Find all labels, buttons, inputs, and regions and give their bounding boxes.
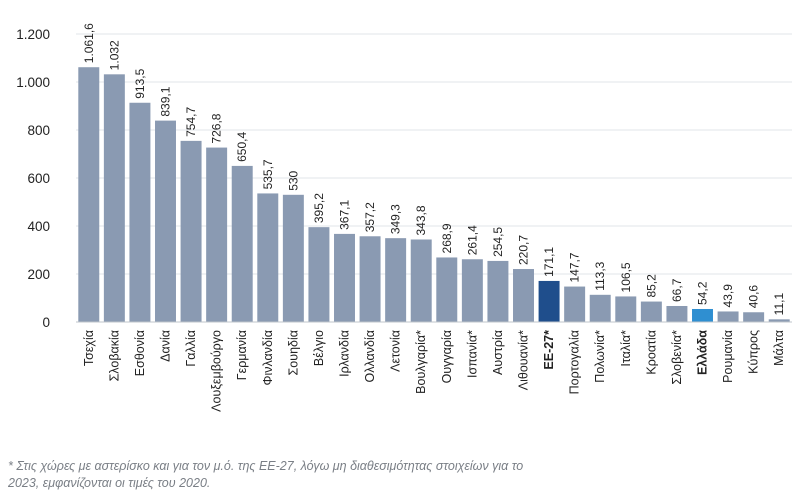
value-label: 85,2: [644, 274, 658, 298]
footnote: * Στις χώρες με αστερίσκο και για τον μ.…: [8, 458, 728, 492]
bar: [692, 308, 713, 322]
category-label: Ισπανία*: [465, 330, 479, 378]
y-tick-label: 400: [27, 219, 50, 234]
bar: [717, 311, 739, 322]
bar: [282, 194, 304, 322]
bar: [103, 74, 125, 322]
bar-chart: 0 200 400 600 800 1.000 1.200 1.061,6 Τσεχία 1.03…: [16, 23, 792, 412]
category-label: Σλοβακία: [107, 330, 121, 381]
bar: [308, 227, 330, 322]
category-label: Λουξεμβούργο: [210, 330, 224, 412]
y-tick-label: 800: [27, 123, 50, 138]
category-label: Βουλγαρία*: [414, 330, 428, 394]
bar: [666, 305, 688, 322]
value-label: 106,5: [619, 262, 633, 292]
category-label: Κύπρος: [747, 330, 761, 374]
category-label: Τσεχία: [82, 330, 96, 366]
bar: [589, 294, 611, 322]
category-label: Ιρλανδία: [338, 330, 352, 377]
value-label: 54,2: [696, 281, 710, 305]
category-label: Πορτογαλία: [568, 330, 582, 394]
value-label: 395,2: [312, 193, 326, 223]
bar: [359, 236, 381, 322]
value-label: 1.061,6: [82, 23, 96, 63]
bar: [180, 140, 202, 322]
category-label: Λιθουανία*: [517, 330, 531, 390]
category-label: Λετονία: [389, 330, 403, 372]
bar: [436, 257, 458, 322]
category-label: Ουγγαρία: [440, 330, 454, 383]
category-label: Γερμανία: [235, 330, 249, 380]
bar: [615, 296, 637, 322]
value-label: 254,5: [491, 227, 505, 257]
y-tick-label: 1.200: [16, 27, 50, 42]
bar: [385, 238, 407, 322]
category-label: Ρουμανία: [721, 330, 735, 383]
bar: [257, 193, 279, 322]
bar: [410, 239, 432, 322]
category-label: Σλοβενία*: [670, 330, 684, 385]
category-label: Σουηδία: [286, 330, 300, 375]
bar: [768, 319, 790, 322]
category-label: Πολωνία*: [593, 330, 607, 383]
footnote-line-2: 2023, εμφανίζονται οι τιμές του 2020.: [8, 476, 211, 490]
value-label: 650,4: [235, 132, 249, 162]
category-label: Ολλανδία: [363, 330, 377, 382]
category-label: Φινλανδία: [261, 330, 275, 386]
y-tick-label: 200: [27, 267, 50, 282]
bar: [231, 165, 253, 322]
category-label: Κροατία: [644, 330, 658, 375]
value-label: 1.032: [107, 40, 121, 70]
bar: [206, 147, 228, 322]
value-label: 367,1: [338, 200, 352, 230]
category-label: Αυστρία: [491, 330, 505, 375]
value-label: 171,1: [542, 247, 556, 277]
category-label: Εσθονία: [133, 330, 147, 376]
value-label: 66,7: [670, 278, 684, 302]
category-label: ΕΕ-27*: [542, 330, 556, 370]
value-label: 113,3: [593, 261, 607, 290]
bar: [78, 67, 100, 322]
category-label: Βέλγιο: [312, 330, 326, 366]
value-label: 261,4: [465, 225, 479, 255]
value-label: 357,2: [363, 202, 377, 232]
value-label: 343,8: [414, 205, 428, 235]
category-label: Δανία: [159, 330, 173, 362]
value-label: 535,7: [261, 159, 275, 189]
bar: [564, 286, 586, 322]
chart-container: 0 200 400 600 800 1.000 1.200 1.061,6 Τσεχία 1.03…: [16, 23, 792, 412]
bar: [743, 312, 765, 322]
y-tick-label: 0: [42, 315, 50, 330]
value-label: 147,7: [568, 252, 582, 282]
value-label: 349,3: [389, 204, 403, 234]
bar: [155, 120, 176, 322]
value-label: 43,9: [721, 284, 735, 308]
value-label: 913,5: [133, 68, 147, 98]
bar: [538, 280, 560, 322]
value-label: 839,1: [159, 86, 173, 116]
footnote-line-1: * Στις χώρες με αστερίσκο και για τον μ.…: [8, 459, 524, 473]
bar: [487, 260, 509, 322]
value-label: 268,9: [440, 223, 454, 253]
bar: [640, 301, 662, 322]
category-label: Γαλλία: [184, 330, 198, 367]
bar: [129, 102, 151, 322]
value-label: 220,7: [517, 235, 531, 265]
bar: [513, 269, 534, 322]
y-tick-label: 1.000: [16, 75, 50, 90]
value-label: 40,6: [747, 285, 761, 309]
value-label: 754,7: [184, 107, 198, 137]
category-label: Μάλτα: [772, 330, 786, 366]
bar: [334, 233, 355, 322]
category-label: Ιταλία*: [619, 330, 633, 367]
bar: [461, 259, 483, 322]
category-label: Ελλάδα: [696, 330, 710, 375]
y-tick-label: 600: [27, 171, 50, 186]
value-label: 530: [286, 170, 300, 190]
value-label: 726,8: [210, 113, 224, 143]
value-label: 11,1: [772, 293, 786, 316]
